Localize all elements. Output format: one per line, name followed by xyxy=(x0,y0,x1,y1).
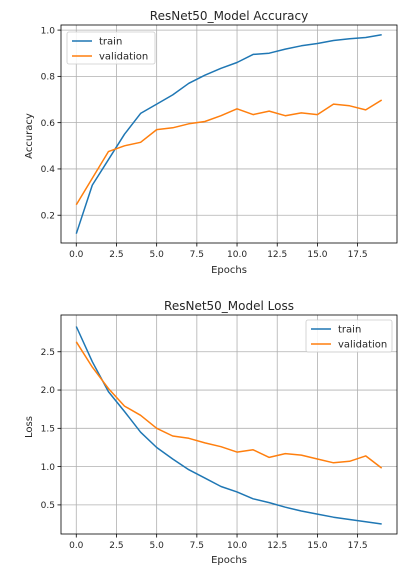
y-tick-label: 2.5 xyxy=(41,348,55,358)
series-line-validation xyxy=(75,341,383,469)
y-axis-label: Loss xyxy=(24,416,35,438)
y-tick-label: 1.0 xyxy=(41,463,56,473)
x-tick-label: 7.5 xyxy=(190,541,204,551)
legend-label-validation: validation xyxy=(99,52,148,63)
plot-frame xyxy=(60,314,398,535)
series-line-validation xyxy=(75,99,383,206)
grid xyxy=(61,25,397,243)
x-tick-label: 10.0 xyxy=(227,250,247,260)
y-tick-label: 0.4 xyxy=(41,165,56,175)
y-tick-label: 2.0 xyxy=(41,386,56,396)
y-tick-label: 0.5 xyxy=(41,501,55,511)
x-tick-label: 17.5 xyxy=(348,541,368,551)
accuracy-chart: ResNet50_Model Accuracy 0.0 2.5 5.0 7.5 10.0… xyxy=(24,9,398,276)
x-tick-label: 15.0 xyxy=(307,541,327,551)
series-layer xyxy=(75,33,383,234)
x-tick-label: 2.5 xyxy=(109,250,123,260)
x-axis-label: Epochs xyxy=(211,555,247,566)
y-axis-label: Accuracy xyxy=(24,113,35,159)
x-tick-label: 12.5 xyxy=(267,541,287,551)
x-tick-label: 7.5 xyxy=(190,250,204,260)
x-tick-label: 10.0 xyxy=(227,541,247,551)
y-tick-label: 1.5 xyxy=(41,425,55,435)
loss-chart: ResNet50_Model Loss 0.0 2.5 5.0 7.5 10.0 12.5… xyxy=(24,299,398,566)
chart-title: ResNet50_Model Loss xyxy=(164,299,294,313)
axis-ticks: 0.0 2.5 5.0 7.5 10.0 12.5 15.0 17.5 0.5 1.0 1.5 2.0… xyxy=(41,348,368,551)
x-tick-label: 5.0 xyxy=(149,541,164,551)
y-tick-label: 0.8 xyxy=(41,73,56,83)
x-tick-label: 5.0 xyxy=(149,250,164,260)
y-tick-label: 1.0 xyxy=(41,26,56,36)
x-tick-label: 15.0 xyxy=(307,250,327,260)
y-tick-label: 0.2 xyxy=(41,211,55,221)
x-axis-label: Epochs xyxy=(211,265,247,276)
x-tick-label: 2.5 xyxy=(109,541,123,551)
series-line-train xyxy=(75,33,382,234)
legend: train validation xyxy=(66,31,156,65)
x-tick-label: 0.0 xyxy=(69,250,84,260)
legend-label-train: train xyxy=(338,325,361,336)
axis-ticks: 0.0 2.5 5.0 7.5 10.0 12.5 15.0 17.5 0.2 0.4 0.6 0.8… xyxy=(41,26,368,260)
series-layer xyxy=(75,326,383,525)
y-tick-label: 0.6 xyxy=(41,119,56,129)
x-tick-label: 0.0 xyxy=(69,541,84,551)
x-tick-label: 12.5 xyxy=(267,250,287,260)
x-tick-label: 17.5 xyxy=(348,250,368,260)
legend: train validation xyxy=(305,319,393,353)
legend-label-validation: validation xyxy=(338,340,387,351)
plot-frame xyxy=(60,24,398,244)
chart-title: ResNet50_Model Accuracy xyxy=(150,9,308,23)
series-line-train xyxy=(75,326,382,525)
legend-label-train: train xyxy=(99,37,122,48)
